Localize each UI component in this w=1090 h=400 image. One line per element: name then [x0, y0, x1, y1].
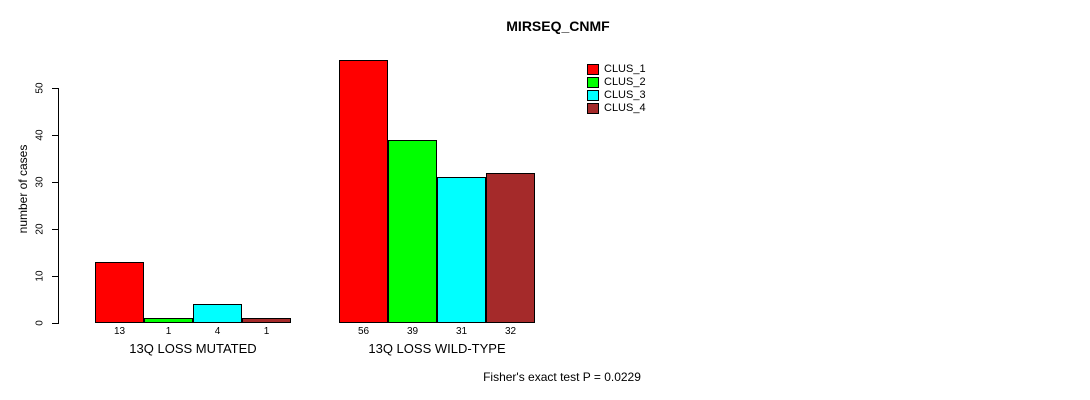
bar [144, 318, 193, 323]
legend-swatch [587, 77, 599, 88]
bar-value-label: 4 [214, 326, 221, 337]
y-tick [52, 229, 58, 230]
y-tick-label: 20 [34, 223, 46, 235]
bar-value-label: 1 [165, 326, 172, 337]
legend-label: CLUS_1 [604, 63, 646, 75]
y-tick-label: 30 [34, 176, 46, 188]
bar [486, 173, 535, 323]
legend-swatch [587, 103, 599, 114]
x-category-label: 13Q LOSS MUTATED [129, 341, 257, 356]
legend-row: CLUS_2 [587, 77, 646, 88]
y-tick [52, 323, 58, 324]
legend-row: CLUS_4 [587, 103, 646, 114]
y-tick [52, 135, 58, 136]
stat-annotation: Fisher's exact test P = 0.0229 [483, 370, 641, 384]
y-axis-line [58, 88, 59, 324]
bar [339, 60, 388, 323]
bar-value-label: 1 [263, 326, 270, 337]
legend-row: CLUS_3 [587, 90, 646, 101]
y-tick [52, 88, 58, 89]
x-category-label: 13Q LOSS WILD-TYPE [368, 341, 506, 356]
legend-swatch [587, 90, 599, 101]
y-axis-label: number of cases [16, 144, 30, 234]
bar [437, 177, 486, 323]
legend-swatch [587, 64, 599, 75]
legend-label: CLUS_3 [604, 89, 646, 101]
y-tick-label: 0 [34, 320, 46, 326]
y-tick [52, 182, 58, 183]
y-tick-label: 50 [34, 82, 46, 94]
bar-value-label: 13 [113, 326, 126, 337]
bar [193, 304, 242, 323]
bar [242, 318, 291, 323]
y-tick [52, 276, 58, 277]
bar-value-label: 32 [504, 326, 517, 337]
bar-value-label: 56 [357, 326, 370, 337]
legend: CLUS_1 CLUS_2 CLUS_3 CLUS_4 [587, 64, 646, 114]
legend-row: CLUS_1 [587, 64, 646, 75]
legend-label: CLUS_4 [604, 102, 646, 114]
bar-value-label: 39 [406, 326, 419, 337]
y-tick-label: 40 [34, 129, 46, 141]
bar [388, 140, 437, 323]
y-tick-label: 10 [34, 270, 46, 282]
chart-title: MIRSEQ_CNMF [506, 18, 610, 34]
legend-label: CLUS_2 [604, 76, 646, 88]
bar-value-label: 31 [455, 326, 468, 337]
bar [95, 262, 144, 323]
